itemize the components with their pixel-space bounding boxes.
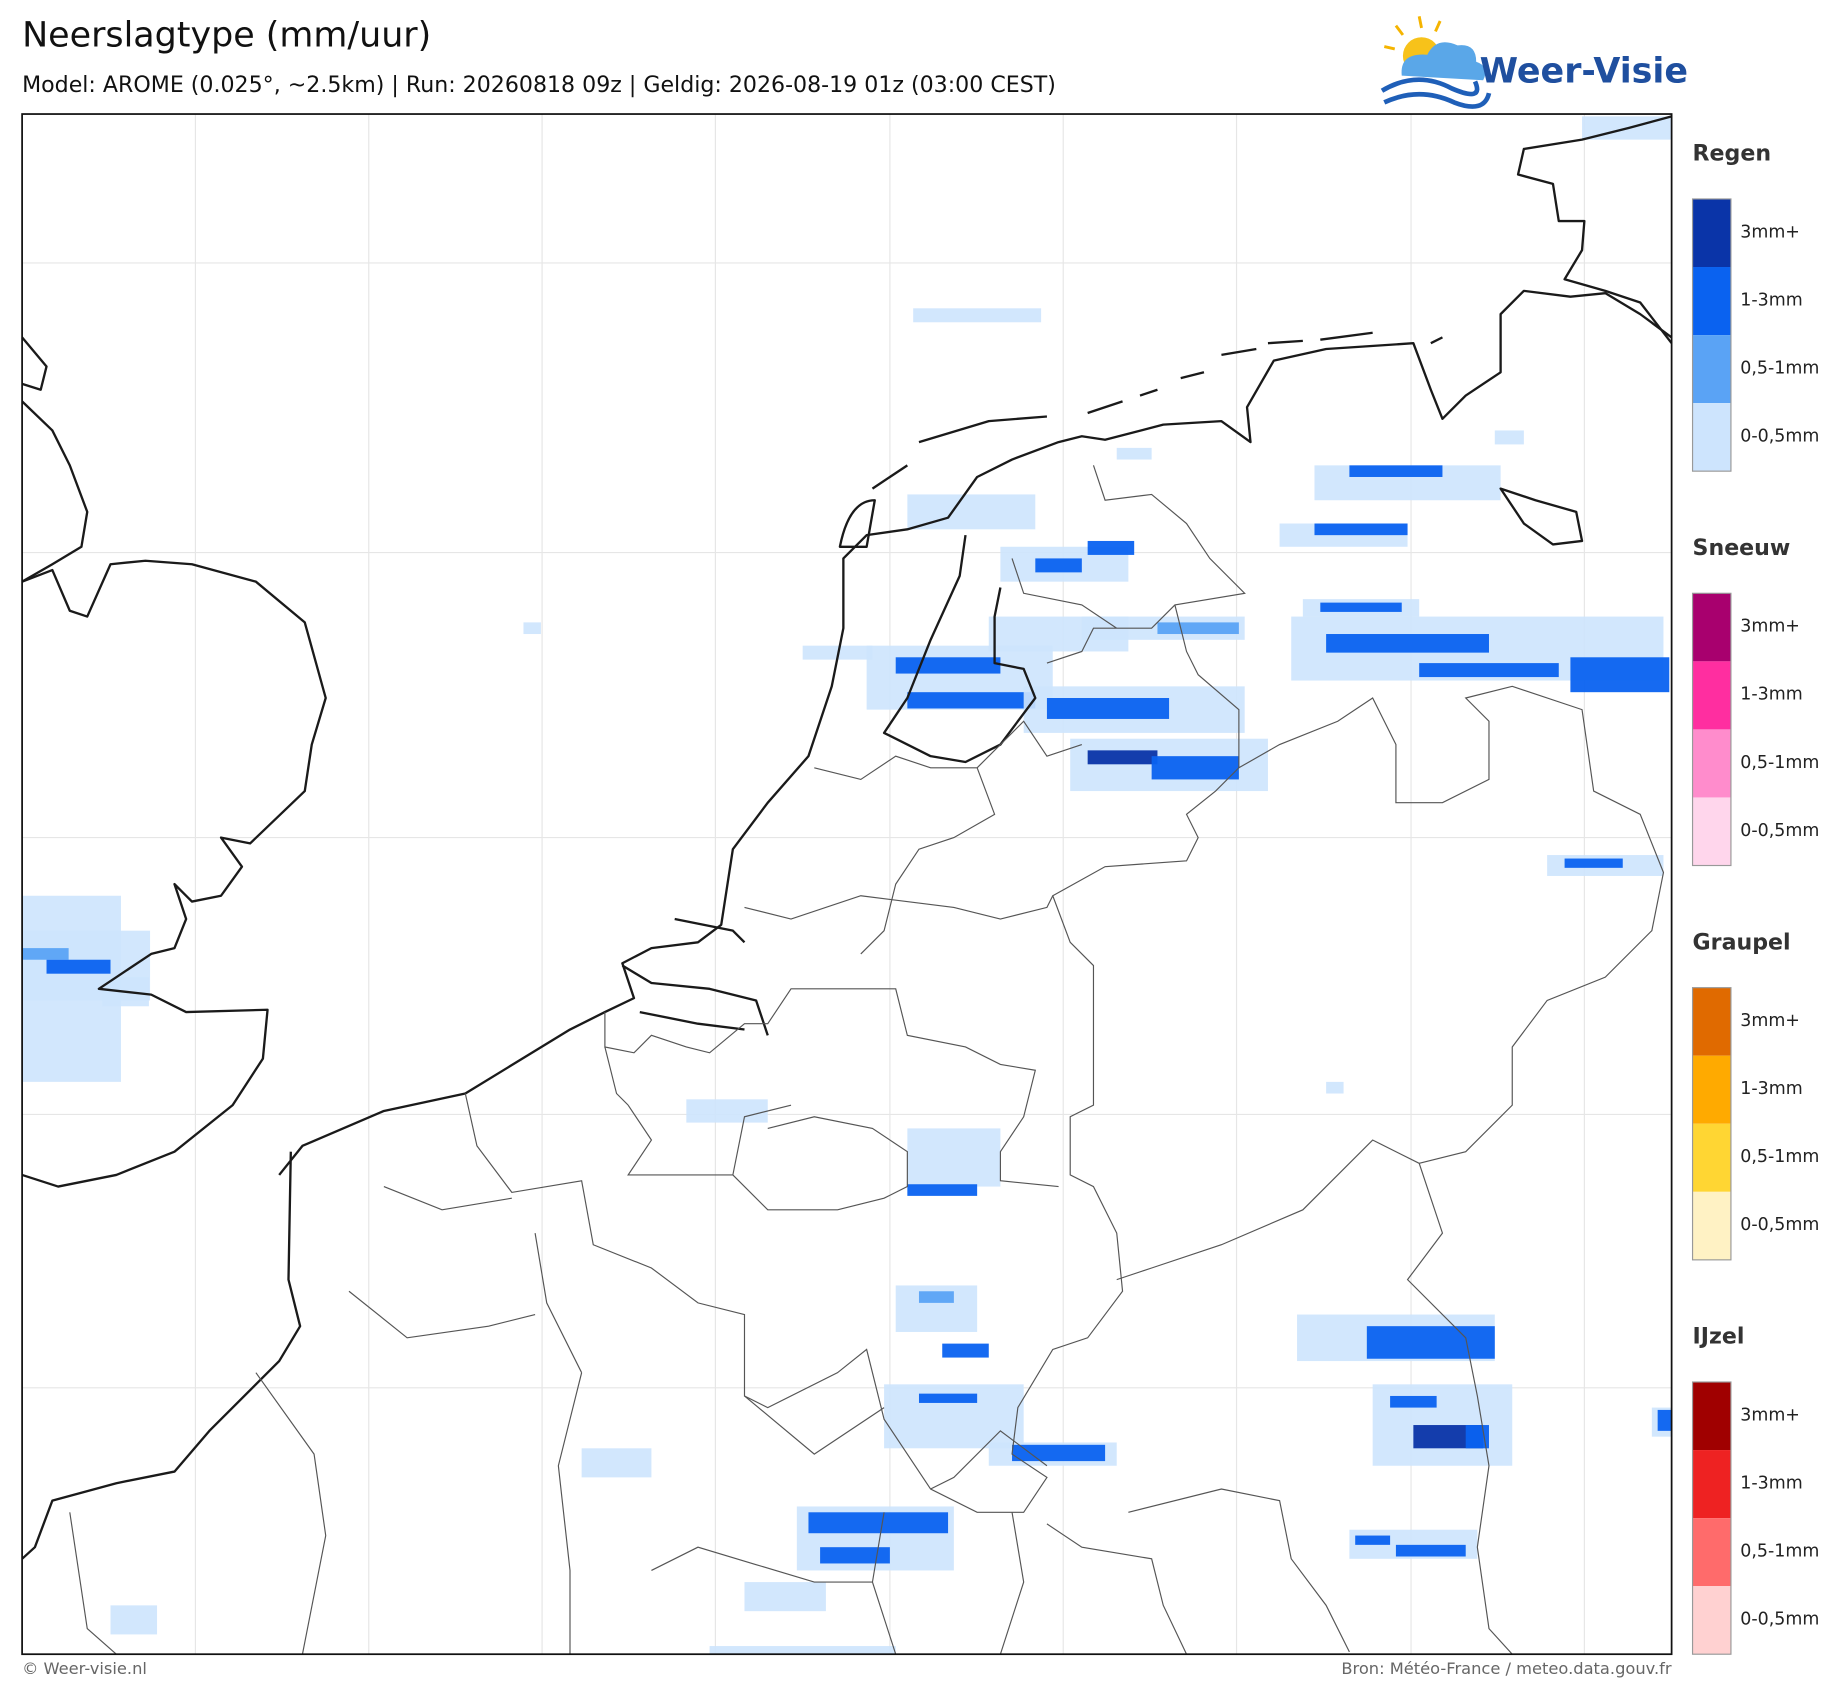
precip-cell [895,657,1001,674]
footer-source: Bron: Météo-France / meteo.data.gouv.fr [1341,1659,1672,1678]
precip-cell [581,1448,652,1478]
precip-cell [913,308,1042,323]
precip-cell [918,1393,978,1403]
legend-title: Graupel [1693,929,1791,955]
legend-swatch [1692,1518,1731,1587]
precip-cell [1035,558,1082,573]
precip-cell [907,1184,978,1196]
footer-credit: © Weer-visie.nl [22,1659,147,1678]
legend-frame [1691,592,1732,867]
legend-label: 0-0,5mm [1740,1215,1819,1235]
legend-swatch [1692,729,1731,798]
legend: Regen 3mm+ 1-3mm 0,5-1mm 0-0,5mm Sneeuw 3mm+ 1-… [1691,141,1819,1655]
precip-cell [1314,523,1408,536]
legend-label: 3mm+ [1740,1011,1800,1031]
legend-swatch [1692,1586,1731,1655]
legend-label: 3mm+ [1740,1405,1800,1425]
precip-cell [1087,540,1135,555]
legend-label: 3mm+ [1740,617,1800,637]
precip-cell [1349,465,1443,477]
precip-cell [1320,602,1402,612]
precipitation [22,116,1672,1655]
legend-label: 1-3mm [1740,290,1802,310]
precip-cell [1157,622,1239,635]
map [21,113,1673,1656]
precip-cell [1012,1444,1106,1462]
precip-cell [1046,698,1170,719]
legend-swatch [1692,267,1731,336]
precip-cell [1419,663,1559,678]
legend-swatch [1692,198,1731,268]
precip-cell [686,1099,768,1123]
precip-cell [46,959,111,974]
legend-label: 1-3mm [1740,1473,1802,1493]
legend-frame [1691,1381,1732,1655]
borders [69,465,1665,1655]
precip-cell [22,948,69,960]
map-frame [21,113,1673,1656]
title: Neerslagtype (mm/uur) [22,16,431,56]
legend-swatch [1692,1191,1731,1260]
precip-cell [1564,858,1623,868]
precip-cell [942,1343,989,1358]
logo-text: Weer-Visie [1480,52,1688,92]
legend-swatch [1692,1123,1731,1192]
precip-cell [1390,1395,1437,1408]
legend-label: 0,5-1mm [1740,1147,1819,1167]
legend-swatch [1692,1382,1731,1451]
precip-cell [907,692,1036,709]
legend-label: 0-0,5mm [1740,427,1819,447]
legend-label: 0-0,5mm [1740,821,1819,841]
precip-cell [1395,1544,1466,1557]
precip-cell [709,1646,896,1655]
precip-cell [820,1547,890,1564]
legend-title: IJzel [1693,1324,1745,1350]
legend-swatch [1692,403,1731,472]
legend-swatch [1692,593,1731,662]
legend-title: Sneeuw [1693,535,1791,561]
legend-frame [1691,987,1732,1261]
legend-frame [1691,198,1732,472]
precip-cell [918,1291,954,1303]
precip-cell [808,1512,949,1534]
legend-label: 1-3mm [1740,1079,1802,1099]
precip-cell [1366,1326,1495,1359]
legend-swatch [1692,1450,1731,1519]
legend-swatch [1692,987,1731,1056]
subtitle: Model: AROME (0.025°, ~2.5km) | Run: 202… [22,72,1056,98]
precip-cell [1494,430,1524,445]
legend-label: 0,5-1mm [1740,753,1819,773]
legend-label: 3mm+ [1740,222,1800,242]
legend-label: 0,5-1mm [1740,1541,1819,1561]
legend-swatch [1692,661,1731,730]
legend-label: 0,5-1mm [1740,358,1819,378]
precip-cell [1116,447,1152,460]
precip-cell [907,1128,1001,1187]
legend-title: Regen [1693,141,1772,167]
precip-cell [1087,750,1158,765]
precip-cell [1326,1081,1344,1094]
precip-cell [523,622,541,635]
logo: Weer-Visie [1380,16,1688,109]
precip-cell [1355,1535,1391,1545]
legend-label: 1-3mm [1740,685,1802,705]
precip-cell [110,1605,158,1635]
legend-swatch [1692,335,1731,404]
precip-cell [1151,756,1239,780]
precip-cell [1657,1409,1672,1431]
legend-swatch [1692,1055,1731,1124]
precip-cell [744,1582,826,1612]
legend-label: 0-0,5mm [1740,1610,1819,1630]
precip-cell [1570,657,1670,693]
coastlines [21,115,1673,1560]
legend-swatch [1692,797,1731,866]
precip-cell [1326,634,1489,653]
